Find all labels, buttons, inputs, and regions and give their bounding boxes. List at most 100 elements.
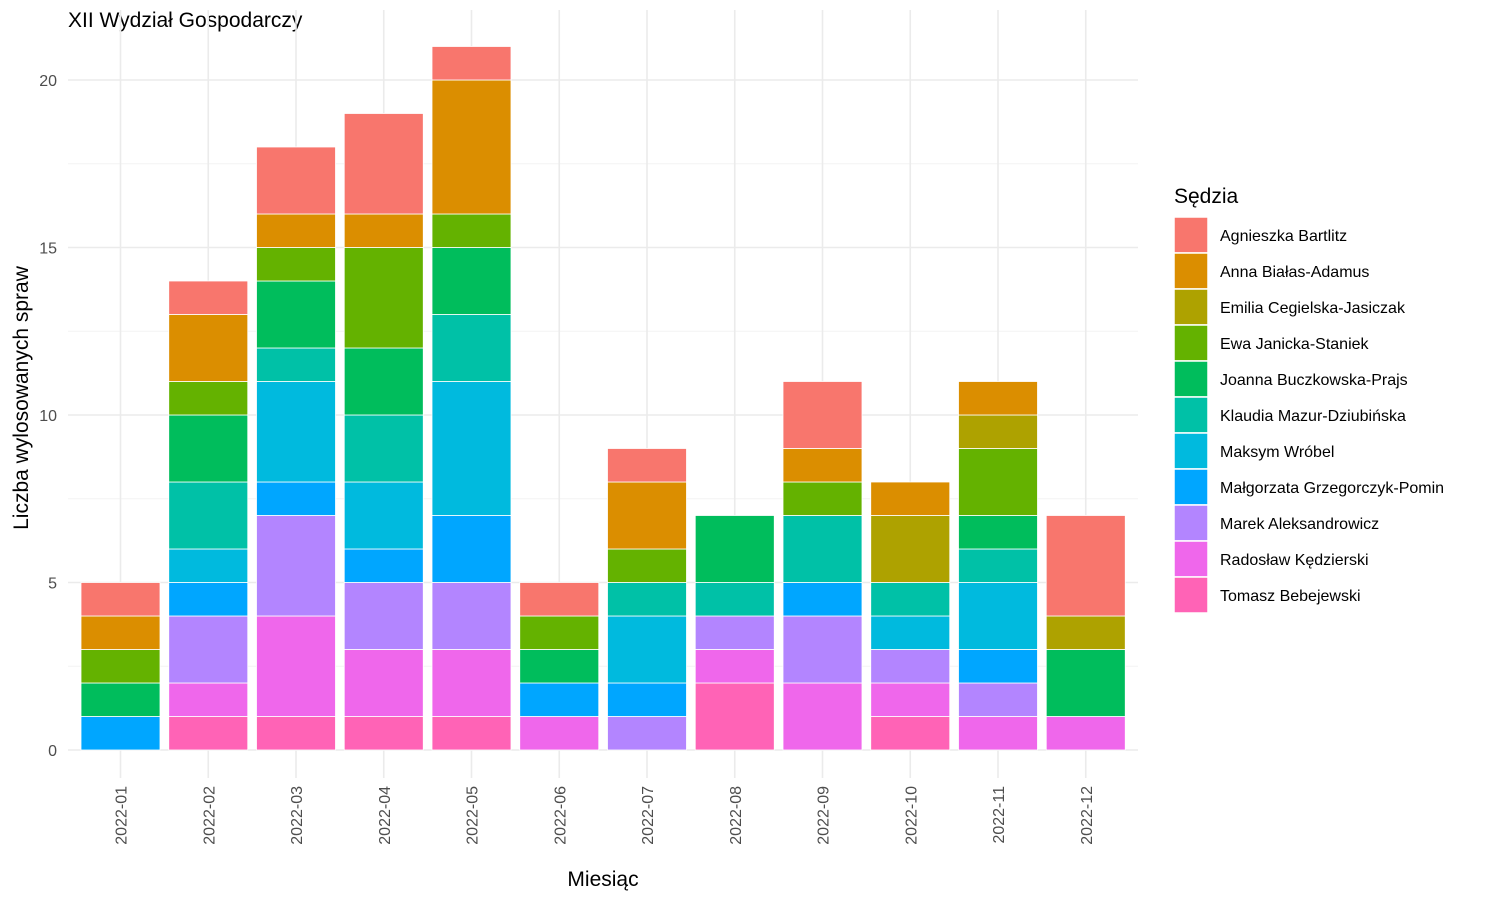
x-tick-label: 2022-08 bbox=[728, 786, 745, 845]
bar-segment bbox=[431, 716, 512, 751]
legend: Sędzia Agnieszka Bartlitz Anna Białas-Ada… bbox=[1173, 185, 1444, 614]
legend-key bbox=[1173, 324, 1209, 362]
bar-segment bbox=[256, 247, 336, 282]
bar-segment bbox=[431, 649, 512, 717]
bar-segment bbox=[343, 347, 424, 416]
x-tick-label: 2022-02 bbox=[201, 786, 218, 845]
legend-label: Ewa Janicka-Staniek bbox=[1220, 336, 1370, 353]
bar-segment bbox=[343, 414, 424, 483]
bar-segment bbox=[256, 515, 336, 617]
legend-key bbox=[1173, 288, 1209, 326]
bar-segment bbox=[519, 582, 600, 617]
bar-segment bbox=[958, 381, 1038, 416]
bar-segment bbox=[168, 582, 249, 617]
x-axis-ticks: 2022-01 2022-02 2022-03 2022-04 2022-05 2022-… bbox=[114, 786, 1096, 845]
x-tick-label: 2022-01 bbox=[114, 786, 131, 845]
x-axis-title: Miesiąc bbox=[567, 868, 638, 891]
legend-label: Marek Aleksandrowicz bbox=[1220, 516, 1379, 533]
bar-segment bbox=[958, 649, 1038, 684]
y-axis-title: Liczba wylosowanych spraw bbox=[10, 265, 33, 530]
bar-segment bbox=[168, 682, 249, 717]
bar-segment bbox=[431, 314, 512, 382]
legend-key bbox=[1173, 504, 1209, 542]
bar-segment bbox=[80, 716, 161, 751]
bar-segment bbox=[870, 682, 951, 717]
bar-segment bbox=[782, 448, 863, 483]
bar-segment bbox=[694, 515, 775, 583]
legend-key bbox=[1173, 540, 1209, 578]
bar-segment bbox=[256, 481, 336, 516]
bar-segment bbox=[256, 213, 336, 248]
bar-segment bbox=[343, 548, 424, 583]
bar-segment bbox=[256, 381, 336, 483]
bar-segment bbox=[431, 79, 512, 215]
bar-segment bbox=[168, 481, 249, 550]
legend-title: Sędzia bbox=[1174, 185, 1239, 208]
bar-segment bbox=[958, 515, 1038, 550]
bar-segment bbox=[958, 548, 1038, 583]
legend-label: Klaudia Mazur-Dziubińska bbox=[1220, 408, 1406, 425]
bar-segment bbox=[694, 682, 775, 751]
bar-segment bbox=[958, 582, 1038, 650]
legend-key bbox=[1173, 360, 1209, 398]
legend-label: Małgorzata Grzegorczyk-Pomin bbox=[1220, 480, 1444, 497]
x-tick-label: 2022-04 bbox=[377, 786, 394, 845]
bar-segment bbox=[607, 481, 687, 550]
legend-label: Joanna Buczkowska-Prajs bbox=[1220, 372, 1408, 389]
y-tick-label: 0 bbox=[48, 743, 57, 760]
bar-segment bbox=[256, 716, 336, 751]
x-tick-label: 2022-09 bbox=[816, 786, 833, 845]
legend-key bbox=[1173, 252, 1209, 290]
bar-segment bbox=[870, 649, 951, 684]
bar-segment bbox=[168, 314, 249, 382]
bar-segment bbox=[431, 381, 512, 516]
x-tick-label: 2022-05 bbox=[465, 786, 482, 845]
x-tick-label: 2022-12 bbox=[1079, 786, 1096, 845]
bar-segment bbox=[607, 716, 687, 751]
legend-key bbox=[1173, 468, 1209, 506]
bar-segment bbox=[694, 582, 775, 617]
bar-segment bbox=[256, 146, 336, 215]
y-tick-label: 5 bbox=[48, 576, 57, 593]
legend-label: Anna Białas-Adamus bbox=[1220, 264, 1369, 281]
bar-segment bbox=[431, 515, 512, 583]
legend-key bbox=[1173, 396, 1209, 434]
bar-segment bbox=[256, 347, 336, 382]
bar-segment bbox=[782, 682, 863, 751]
bar-segment bbox=[256, 615, 336, 717]
bar-segment bbox=[343, 247, 424, 349]
bar-segment bbox=[431, 247, 512, 315]
bar-segment bbox=[1045, 615, 1126, 650]
bar-segment bbox=[431, 213, 512, 248]
bar-segment bbox=[80, 649, 161, 684]
bar-segment bbox=[607, 615, 687, 684]
bar-segment bbox=[870, 716, 951, 751]
x-tick-label: 2022-10 bbox=[903, 786, 920, 845]
bar-segment bbox=[431, 582, 512, 650]
bar-segment bbox=[870, 481, 951, 516]
bar-segment bbox=[782, 515, 863, 583]
bar-segment bbox=[168, 381, 249, 416]
bar-segment bbox=[168, 716, 249, 751]
bar-segment bbox=[694, 615, 775, 650]
legend-label: Radosław Kędzierski bbox=[1220, 552, 1369, 569]
plot-bars bbox=[80, 46, 1126, 751]
bar-segment bbox=[958, 682, 1038, 717]
chart-title: XII Wydział Gospodarczy bbox=[68, 9, 303, 32]
bar-segment bbox=[1045, 649, 1126, 717]
x-tick-label: 2022-03 bbox=[289, 786, 306, 845]
bar-segment bbox=[782, 615, 863, 684]
bar-segment bbox=[607, 682, 687, 717]
x-tick-label: 2022-06 bbox=[552, 786, 569, 845]
bar-segment bbox=[343, 481, 424, 550]
legend-label: Maksym Wróbel bbox=[1220, 444, 1334, 461]
bar-segment bbox=[694, 649, 775, 684]
bar-segment bbox=[958, 716, 1038, 751]
bar-segment bbox=[958, 414, 1038, 449]
bar-segment bbox=[607, 582, 687, 617]
bar-segment bbox=[168, 615, 249, 684]
bar-segment bbox=[343, 716, 424, 751]
bar-segment bbox=[80, 582, 161, 617]
legend-key bbox=[1173, 432, 1209, 470]
